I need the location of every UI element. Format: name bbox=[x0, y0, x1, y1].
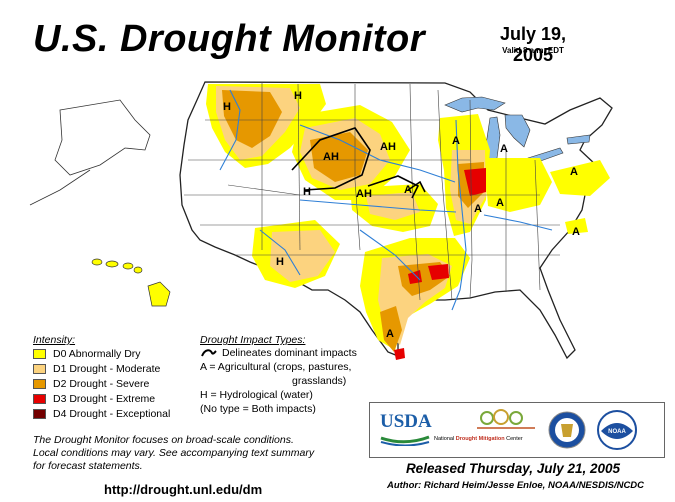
impact-line: A = Agricultural (crops, pastures, bbox=[200, 361, 352, 373]
d2-swatch bbox=[33, 378, 46, 389]
noaa-seal-icon: NOAA bbox=[597, 410, 637, 450]
impact-label: A bbox=[570, 166, 578, 178]
usda-logo: USDA bbox=[380, 411, 432, 432]
intensity-legend: Intensity: D0 Abnormally Dry D1 Drought … bbox=[33, 334, 170, 421]
hawaii bbox=[91, 258, 171, 307]
alaska bbox=[29, 99, 151, 206]
impact-label: A bbox=[496, 197, 504, 209]
impact-label: A bbox=[404, 184, 412, 196]
legend-item: D1 Drought - Moderate bbox=[33, 361, 170, 376]
disclaimer-note: The Drought Monitor focuses on broad-sca… bbox=[33, 434, 315, 472]
ndmc-logo: National Drought Mitigation Center bbox=[434, 436, 523, 442]
impact-label: H bbox=[294, 90, 302, 102]
legend-item: D0 Abnormally Dry bbox=[33, 346, 170, 361]
impact-legend: Drought Impact Types: Delineates dominan… bbox=[200, 334, 357, 416]
impact-title: Drought Impact Types: bbox=[200, 334, 306, 346]
d1-swatch bbox=[33, 363, 46, 374]
impact-label: H bbox=[303, 186, 311, 198]
map-date: July 19, 2005 bbox=[499, 24, 567, 65]
impact-line: H = Hydrological (water) bbox=[200, 389, 313, 401]
impact-label: AH bbox=[323, 151, 339, 163]
release-date: Released Thursday, July 21, 2005 bbox=[405, 461, 621, 476]
impact-line: grasslands) bbox=[292, 375, 347, 387]
legend-label: D3 Drought - Extreme bbox=[53, 392, 156, 405]
state-lines bbox=[184, 82, 560, 301]
noaa-text: NOAA bbox=[608, 429, 626, 435]
lake-superior bbox=[444, 96, 506, 113]
intensity-title: Intensity: bbox=[33, 334, 76, 346]
ndmc-trees-icon bbox=[477, 409, 535, 429]
impact-label: H bbox=[276, 256, 284, 268]
impact-line: (No type = Both impacts) bbox=[200, 403, 316, 415]
legend-item: D4 Drought - Exceptional bbox=[33, 406, 170, 421]
author-line: Author: Richard Heim/Jesse Enloe, NOAA/N… bbox=[386, 480, 645, 491]
legend-item: D3 Drought - Extreme bbox=[33, 391, 170, 406]
rivers bbox=[219, 89, 553, 311]
legend-label: D4 Drought - Exceptional bbox=[53, 407, 171, 420]
legend-label: D2 Drought - Severe bbox=[53, 377, 150, 390]
impact-label: A bbox=[474, 203, 482, 215]
lake-huron bbox=[504, 114, 531, 148]
impact-label: H bbox=[223, 101, 231, 113]
impact-label: AH bbox=[380, 141, 396, 153]
impact-label: A bbox=[500, 143, 508, 155]
legend-label: D0 Abnormally Dry bbox=[53, 347, 141, 360]
page-title: U.S. Drought Monitor bbox=[33, 18, 426, 60]
impact-label: A bbox=[572, 226, 580, 238]
website-url[interactable]: http://drought.unl.edu/dm bbox=[104, 482, 263, 497]
d0-swatch bbox=[33, 348, 46, 359]
legend-label: D1 Drought - Moderate bbox=[53, 362, 161, 375]
drought-map: H H AH AH H AH H A A A A A A A A bbox=[29, 81, 613, 360]
boundary-line-icon bbox=[201, 349, 217, 357]
d3-swatch bbox=[33, 393, 46, 404]
logos-panel: USDA National Drought Mitigation Center … bbox=[369, 402, 665, 458]
impact-line: Delineates dominant impacts bbox=[222, 347, 357, 359]
usda-swoosh-icon bbox=[380, 435, 430, 446]
lake-ontario bbox=[566, 134, 591, 145]
impact-label: A bbox=[386, 328, 394, 340]
impact-label: AH bbox=[356, 188, 372, 200]
impact-label: A bbox=[452, 135, 460, 147]
commerce-seal-icon bbox=[548, 411, 586, 449]
impact-boundaries bbox=[291, 127, 426, 199]
d4-swatch bbox=[33, 408, 46, 419]
valid-time: Valid 8 a.m. EDT bbox=[502, 46, 564, 55]
legend-item: D2 Drought - Severe bbox=[33, 376, 170, 391]
